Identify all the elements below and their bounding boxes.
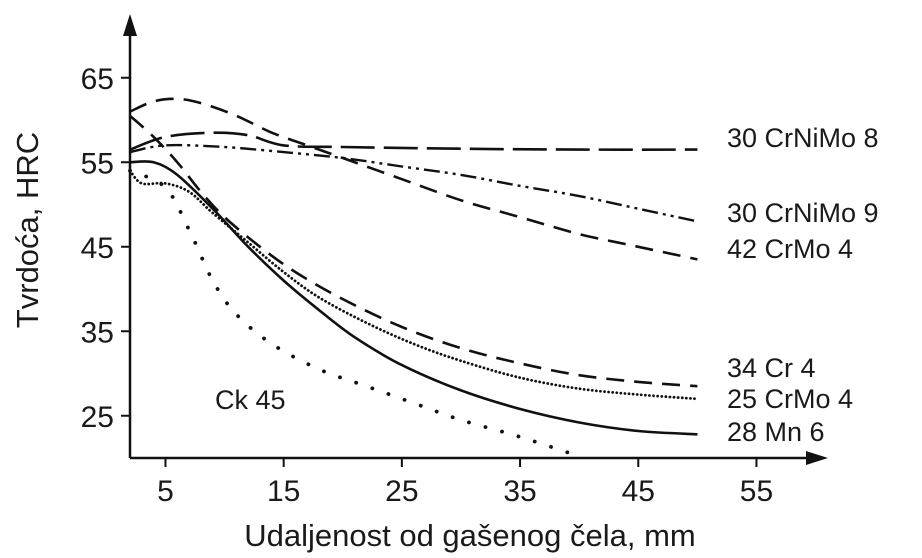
series-label-25-crmo-4: 25 CrMo 4 [727, 384, 853, 414]
series-line-ck-45 [128, 168, 582, 459]
y-axis-title: Tvrdoća, HRC [10, 132, 45, 328]
x-axis-title: Udaljenost od gašenog čela, mm [244, 518, 695, 553]
series-label-30-crnimo-8: 30 CrNiMo 8 [727, 123, 879, 153]
x-axis-arrow [806, 451, 828, 465]
y-tick-label: 25 [81, 401, 114, 434]
series-line-42-crmo-4 [129, 97, 698, 261]
series-label-28-mn-6: 28 Mn 6 [727, 417, 825, 447]
series-line-30-crnimo-8 [129, 131, 698, 151]
series-label-34-cr-4: 34 Cr 4 [727, 353, 816, 383]
x-tick-label: 45 [622, 475, 655, 508]
ticks: 5 15 25 35 45 55 25 35 45 55 65 [81, 63, 774, 508]
x-tick-label: 35 [503, 475, 536, 508]
axes [123, 14, 828, 465]
y-tick-label: 35 [81, 316, 114, 349]
y-tick-label: 65 [81, 63, 114, 96]
x-tick-label: 15 [267, 475, 300, 508]
curves [128, 97, 699, 459]
series-line-28-mn-6 [129, 160, 698, 436]
series-line-34-cr-4 [129, 114, 698, 388]
y-tick-label: 45 [81, 232, 114, 265]
y-axis-arrow [123, 14, 137, 36]
series-label-42-crmo-4: 42 CrMo 4 [727, 234, 853, 264]
series-line-30-crnimo-9 [129, 143, 698, 223]
y-tick-label: 55 [81, 147, 114, 180]
x-tick-label: 55 [740, 475, 773, 508]
series-label-30-crnimo-9: 30 CrNiMo 9 [727, 198, 879, 228]
x-tick-label: 5 [157, 475, 174, 508]
series-line-25-crmo-4 [128, 169, 699, 401]
series-labels: 30 CrNiMo 8 30 CrNiMo 9 42 CrMo 4 34 Cr 425… [215, 123, 879, 447]
x-tick-label: 25 [385, 475, 418, 508]
series-label-ck-45: Ck 45 [215, 385, 286, 415]
